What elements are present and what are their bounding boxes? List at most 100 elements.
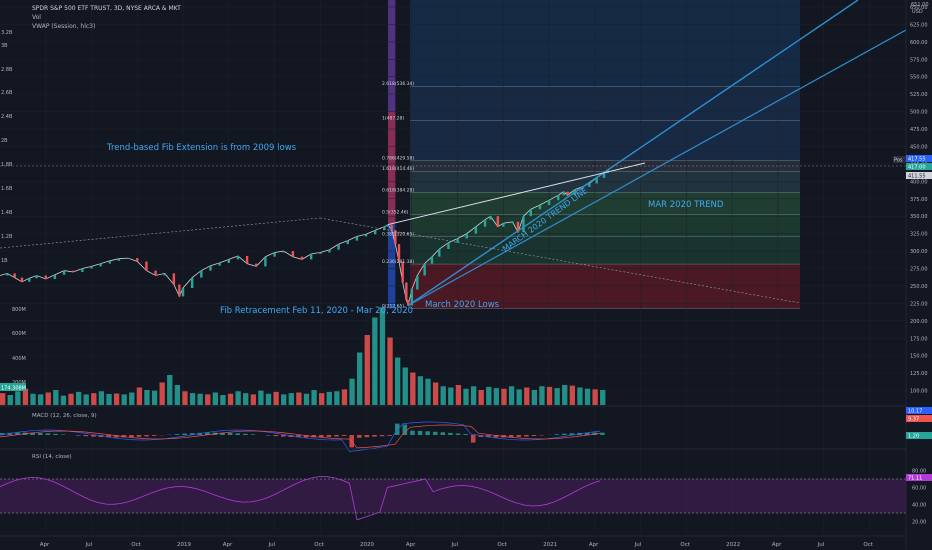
macd-histogram-bar — [319, 435, 324, 438]
candle — [416, 275, 419, 290]
candle — [496, 216, 500, 227]
price-tick-label: 650.00 — [910, 5, 928, 11]
price-tick-label: 175.00 — [910, 336, 928, 342]
trend-lines[interactable] — [0, 0, 907, 307]
time-tick-label: Oct — [680, 542, 690, 548]
volume-bar — [265, 393, 272, 405]
candle — [562, 191, 565, 196]
candle — [136, 258, 139, 262]
last-price-badge — [906, 155, 932, 162]
macd-histogram-bar — [402, 424, 408, 435]
price-tick-label: 600.00 — [910, 40, 928, 46]
macd-histogram-bar — [151, 435, 157, 436]
macd-histogram-bar — [303, 435, 309, 438]
candle — [438, 248, 441, 257]
volume-bar — [212, 392, 218, 405]
candle — [282, 251, 285, 253]
volume-bar — [250, 394, 256, 405]
fib-ext-zone — [409, 86, 800, 121]
macd-histogram-bar — [250, 434, 256, 435]
candle — [489, 216, 492, 220]
macd-histogram-bar — [478, 435, 484, 437]
volume-badge — [0, 383, 26, 391]
mar-2020-trend-label[interactable]: MAR 2020 TREND — [648, 200, 724, 210]
volume-bar — [136, 387, 143, 405]
candle — [474, 226, 478, 234]
candle — [178, 284, 181, 297]
candle — [126, 258, 130, 260]
macd-histogram-bar — [531, 435, 537, 437]
left-axis-label: 1B — [1, 258, 8, 264]
left-axis-label: 2B — [1, 138, 8, 144]
volume-bar — [357, 352, 363, 405]
rsi-badge — [906, 474, 932, 481]
chart-title: SPDR S&P 500 ETF TRUST, 3D, NYSE ARCA & … — [32, 5, 181, 12]
volume-bar — [121, 394, 127, 405]
time-tick-label: 2020 — [360, 542, 374, 548]
macd-histogram-bar — [265, 435, 271, 436]
candle — [374, 230, 377, 235]
candle — [355, 236, 359, 241]
macd-histogram-bar — [455, 433, 461, 435]
candle — [53, 274, 57, 279]
volume-bar — [167, 375, 173, 405]
macd-histogram-bar — [432, 431, 438, 435]
rsi-label: RSI (14, close) — [32, 454, 72, 460]
volume-bar — [281, 394, 287, 405]
candle — [483, 219, 487, 227]
fib-ext-zone — [409, 236, 800, 265]
volume-bar — [174, 385, 181, 405]
volume-bar — [387, 337, 393, 405]
volume-axis-label: 400M — [12, 356, 26, 362]
candle — [538, 205, 542, 210]
volume-bar — [470, 386, 477, 405]
candle — [90, 266, 93, 269]
macd-histogram-bar — [311, 435, 316, 438]
price-tick-label: 150.00 — [910, 354, 928, 360]
upper-channel-line — [387, 162, 646, 226]
candle — [154, 270, 157, 276]
time-tick-label: Jul — [817, 542, 825, 548]
volume-bar — [486, 386, 492, 405]
fib-extension-note[interactable]: Trend-based Fib Extension is from 2009 l… — [106, 143, 297, 153]
volume-axis-label: 600M — [12, 331, 26, 337]
time-tick-label: Oct — [863, 542, 873, 548]
time-tick-label: Jul — [85, 542, 93, 548]
candle — [423, 263, 426, 276]
volume-bar — [562, 385, 568, 405]
volume-bar — [227, 393, 234, 405]
fib-ext-zone — [409, 214, 800, 237]
price-tick-label: 575.00 — [910, 57, 928, 63]
macd-histogram-bar — [83, 435, 89, 437]
price-tick-label: 200.00 — [910, 319, 928, 325]
march-2020-lows-label[interactable]: March 2020 Lows — [425, 300, 500, 310]
candle — [406, 299, 410, 306]
macd-histogram-bar — [334, 435, 339, 437]
candle — [319, 252, 322, 254]
price-tick-label: 300.00 — [910, 249, 928, 255]
volume-bar — [243, 393, 249, 405]
volume-axis-label: 800M — [12, 307, 26, 313]
time-tick-label: Apr — [40, 542, 50, 548]
macd-histogram-bar — [243, 433, 248, 435]
candle — [13, 273, 16, 278]
macd-value: 10.17 — [908, 409, 922, 415]
volume-bar — [493, 388, 500, 405]
time-tick-label: 2019 — [177, 542, 191, 548]
volume-bar — [258, 390, 264, 405]
macd-histogram-bar — [524, 435, 529, 437]
time-tick-label: Apr — [406, 542, 416, 548]
volume-bar — [501, 388, 507, 405]
candle — [44, 275, 47, 279]
volume-bar — [516, 389, 522, 405]
candle — [20, 277, 24, 282]
left-axis-label: 2.8B — [1, 67, 13, 73]
macd-histogram-bar — [91, 435, 96, 437]
macd-histogram-bar — [562, 433, 567, 435]
volume-bar — [45, 392, 51, 405]
volume-bar — [432, 382, 439, 405]
vwap-label: VWAP (Session, hlc3) — [32, 23, 95, 30]
fib-retracement-note[interactable]: Fib Retracement Feb 11, 2020 - Mar 20, 2… — [220, 306, 413, 316]
fib-ext-label: 2.618(536.34) — [382, 81, 414, 87]
